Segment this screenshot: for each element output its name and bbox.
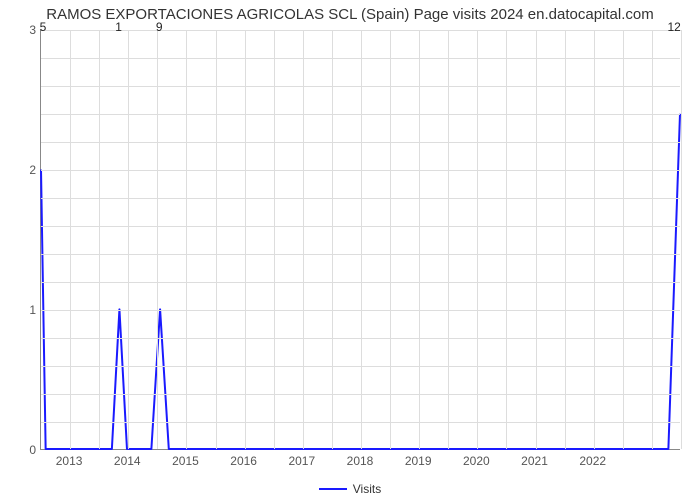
- x-tick-label: 2018: [347, 454, 374, 468]
- vgridline: [186, 30, 187, 449]
- vgridline: [245, 30, 246, 449]
- plot-area: [40, 30, 680, 450]
- chart-container: RAMOS EXPORTACIONES AGRICOLAS SCL (Spain…: [0, 0, 700, 500]
- vgridline: [70, 30, 71, 449]
- vgridline: [681, 30, 682, 449]
- y-tick-label: 2: [6, 163, 36, 177]
- x-tick-label: 2017: [288, 454, 315, 468]
- data-point-label: 12: [667, 20, 680, 34]
- vgridline: [332, 30, 333, 449]
- vgridline: [536, 30, 537, 449]
- vgridline: [419, 30, 420, 449]
- data-point-label: 5: [40, 20, 47, 34]
- vgridline: [594, 30, 595, 449]
- vgridline: [274, 30, 275, 449]
- vgridline: [99, 30, 100, 449]
- vgridline: [565, 30, 566, 449]
- x-tick-label: 2021: [521, 454, 548, 468]
- x-tick-label: 2019: [405, 454, 432, 468]
- chart-title: RAMOS EXPORTACIONES AGRICOLAS SCL (Spain…: [0, 6, 700, 23]
- x-tick-label: 2020: [463, 454, 490, 468]
- x-tick-label: 2016: [230, 454, 257, 468]
- y-tick-label: 0: [6, 443, 36, 457]
- legend-swatch: [319, 488, 347, 490]
- vgridline: [303, 30, 304, 449]
- x-tick-label: 2014: [114, 454, 141, 468]
- legend: Visits: [0, 481, 700, 496]
- y-tick-label: 1: [6, 303, 36, 317]
- x-tick-label: 2022: [579, 454, 606, 468]
- vgridline: [506, 30, 507, 449]
- vgridline: [448, 30, 449, 449]
- x-tick-label: 2015: [172, 454, 199, 468]
- vgridline: [157, 30, 158, 449]
- vgridline: [361, 30, 362, 449]
- vgridline: [477, 30, 478, 449]
- data-point-label: 1: [115, 20, 122, 34]
- legend-label: Visits: [353, 482, 381, 496]
- vgridline: [128, 30, 129, 449]
- vgridline: [390, 30, 391, 449]
- x-tick-label: 2013: [56, 454, 83, 468]
- vgridline: [652, 30, 653, 449]
- vgridline: [623, 30, 624, 449]
- vgridline: [216, 30, 217, 449]
- y-tick-label: 3: [6, 23, 36, 37]
- data-point-label: 9: [156, 20, 163, 34]
